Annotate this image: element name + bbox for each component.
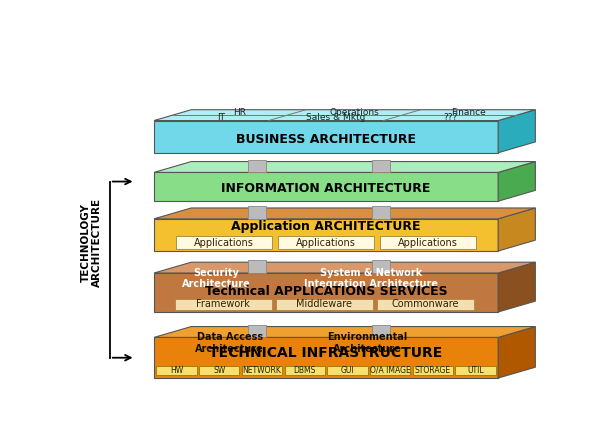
Polygon shape	[498, 262, 535, 312]
Polygon shape	[154, 219, 498, 251]
Text: System & Network
Integration Architecture: System & Network Integration Architectur…	[304, 268, 438, 289]
Polygon shape	[154, 273, 498, 312]
Text: Middleware: Middleware	[296, 299, 352, 309]
Text: Commonware: Commonware	[391, 299, 459, 309]
Text: Sales & Mktg: Sales & Mktg	[306, 114, 365, 122]
Polygon shape	[154, 110, 535, 121]
Polygon shape	[154, 337, 498, 378]
Bar	[327, 366, 368, 375]
Polygon shape	[154, 172, 498, 201]
Text: Applications: Applications	[296, 238, 356, 248]
Bar	[373, 206, 390, 219]
Text: ???: ???	[443, 114, 457, 122]
Bar	[248, 206, 266, 219]
Polygon shape	[498, 161, 535, 201]
Text: Application ARCHITECTURE: Application ARCHITECTURE	[232, 220, 421, 233]
Text: Framework: Framework	[196, 299, 250, 309]
Text: INFORMATION ARCHITECTURE: INFORMATION ARCHITECTURE	[221, 182, 431, 195]
Bar	[242, 366, 282, 375]
Text: Finance: Finance	[451, 108, 486, 117]
Bar	[248, 260, 266, 273]
Bar	[380, 236, 476, 249]
Bar	[248, 325, 266, 337]
Text: Operations: Operations	[329, 108, 379, 117]
Bar	[373, 160, 390, 172]
Text: Applications: Applications	[398, 238, 458, 248]
Text: IT: IT	[217, 114, 225, 122]
Bar	[199, 366, 239, 375]
Text: Applications: Applications	[194, 238, 254, 248]
Bar	[176, 236, 272, 249]
Bar	[377, 299, 474, 310]
Bar	[248, 160, 266, 172]
Text: STORAGE: STORAGE	[415, 366, 451, 375]
Polygon shape	[498, 110, 535, 153]
Text: DBMS: DBMS	[293, 366, 316, 375]
Text: SW: SW	[213, 366, 226, 375]
Polygon shape	[498, 208, 535, 251]
Bar	[284, 366, 325, 375]
Polygon shape	[498, 326, 535, 378]
Bar	[370, 366, 410, 375]
Polygon shape	[154, 208, 535, 219]
Text: Security
Architecture: Security Architecture	[182, 268, 250, 289]
Text: TECHNICAL INFRASTRUCTURE: TECHNICAL INFRASTRUCTURE	[209, 346, 443, 360]
Text: TECHNOLOGY
ARCHITECTURE: TECHNOLOGY ARCHITECTURE	[80, 198, 102, 287]
Bar	[455, 366, 496, 375]
Text: NETWORK: NETWORK	[242, 366, 281, 375]
Bar	[413, 366, 453, 375]
Text: Data Access
Architecture: Data Access Architecture	[196, 332, 264, 354]
Bar	[275, 299, 373, 310]
Text: BUSINESS ARCHITECTURE: BUSINESS ARCHITECTURE	[236, 133, 416, 147]
Bar	[373, 325, 390, 337]
Polygon shape	[154, 161, 535, 172]
Text: Technical APPLICATIONS SERVICES: Technical APPLICATIONS SERVICES	[205, 285, 448, 298]
Text: HW: HW	[170, 366, 183, 375]
Text: O/A IMAGE: O/A IMAGE	[370, 366, 410, 375]
Text: GUI: GUI	[341, 366, 354, 375]
Text: HR: HR	[233, 108, 246, 117]
Text: UTIL: UTIL	[467, 366, 484, 375]
Bar	[373, 260, 390, 273]
Text: Environmental
Architecture: Environmental Architecture	[327, 332, 407, 354]
Bar	[157, 366, 197, 375]
Polygon shape	[154, 262, 535, 273]
Bar	[278, 236, 374, 249]
Polygon shape	[154, 121, 498, 153]
Bar	[175, 299, 272, 310]
Polygon shape	[154, 326, 535, 337]
